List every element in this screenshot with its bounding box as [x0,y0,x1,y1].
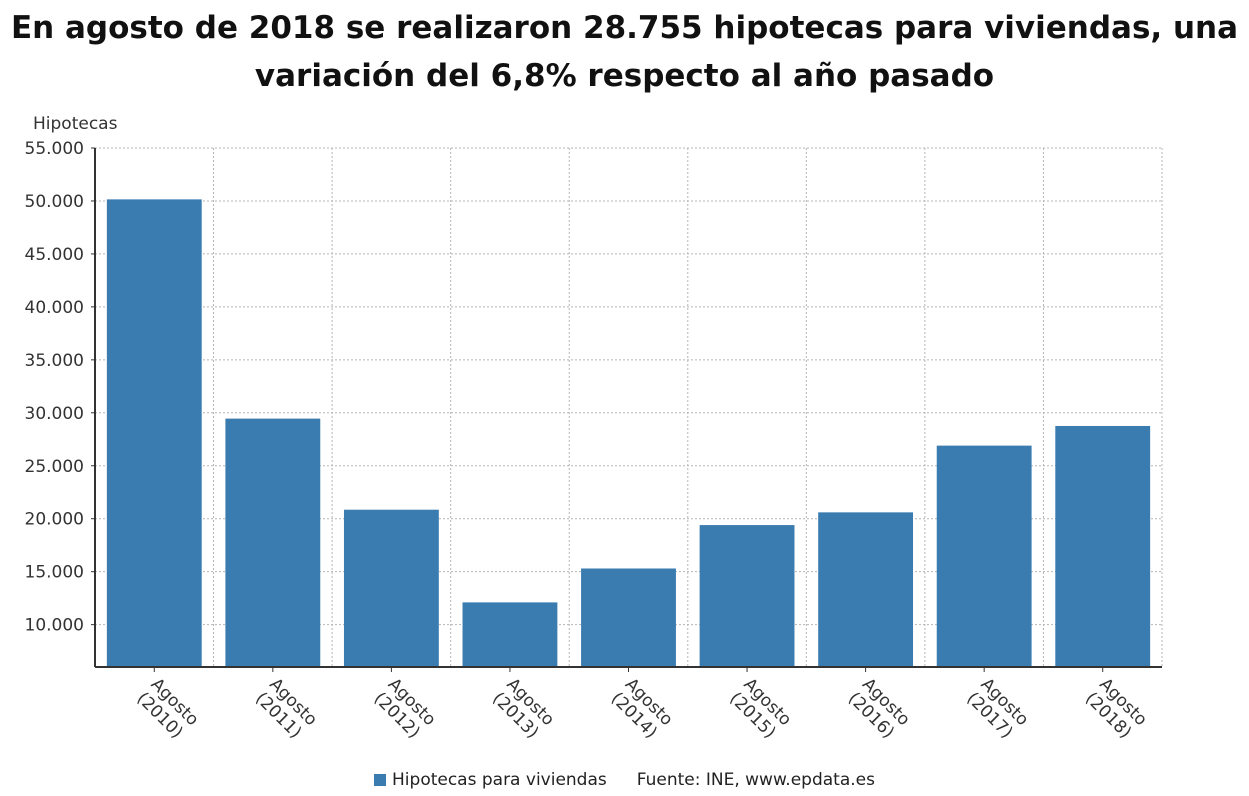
x-tick-label: Agosto(2010) [133,674,203,744]
y-tick-label: 25.000 [25,457,84,477]
bar [343,509,439,667]
chart-title-line-1: En agosto de 2018 se realizaron 28.755 h… [10,10,1239,46]
x-tick-label: Agosto(2014) [607,674,677,744]
y-axis-label: Hipotecas [33,114,118,134]
y-tick-label: 35.000 [25,351,84,371]
source-note: Fuente: INE, www.epdata.es [636,770,875,790]
x-tick-label: Agosto(2018) [1081,674,1151,744]
bar [462,602,558,667]
x-tick-label: Agosto(2012) [370,674,440,744]
x-tick-label: Agosto(2016) [844,674,914,744]
x-tick-label: Agosto(2017) [962,674,1032,744]
y-tick-label: 10.000 [25,616,84,636]
bar [699,525,795,667]
bar [1055,425,1151,667]
chart-title: En agosto de 2018 se realizaron 28.755 h… [0,4,1249,100]
legend-swatch [374,774,387,786]
x-tick-label: Agosto(2011) [251,674,321,744]
y-tick-label: 50.000 [25,192,84,212]
y-tick-label: 40.000 [25,298,84,318]
y-tick-label: 55.000 [25,139,84,159]
legend-label: Hipotecas para viviendas [392,770,607,790]
chart-title-line-2: variación del 6,8% respecto al año pasad… [254,58,995,94]
y-tick-label: 15.000 [25,563,84,583]
y-tick-label: 20.000 [25,510,84,530]
x-tick-label: Agosto(2015) [725,674,795,744]
bar [818,512,914,667]
bar-chart: Hipotecas 10.000 15.000 20.000 25.000 30.000 3… [25,114,1163,744]
bar [936,445,1032,667]
y-tick-label: 30.000 [25,404,84,424]
bar [225,418,321,667]
bar [581,568,676,667]
x-tick-label: Agosto(2013) [488,674,558,744]
y-tick-label: 45.000 [25,245,84,265]
legend: Hipotecas para viviendas Fuente: INE, www… [0,770,1249,790]
bar [106,199,202,667]
